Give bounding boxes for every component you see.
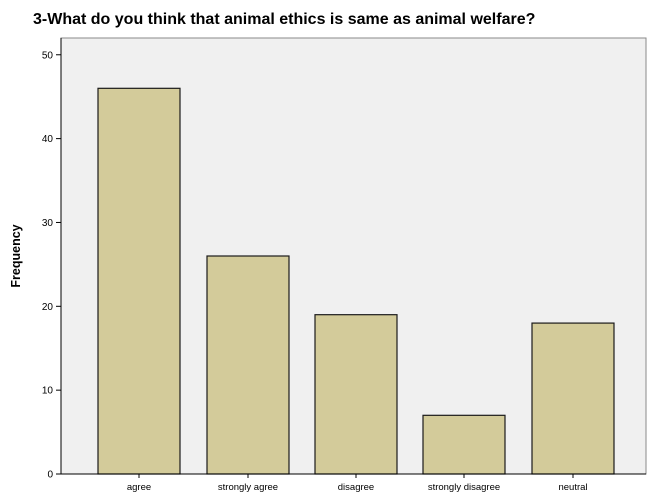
y-tick-label: 20 (42, 302, 54, 313)
y-tick-label: 50 (42, 50, 54, 61)
bars-group (97, 87, 615, 475)
chart-title: 3-What do you think that animal ethics i… (33, 11, 536, 28)
x-tick-label: strongly disagree (428, 482, 500, 493)
y-ticks: 0 10 20 30 40 50 (42, 50, 61, 481)
x-tick-labels: agree strongly agree disagree strongly disa… (127, 474, 588, 493)
bar-agree (97, 87, 181, 475)
bar-strongly-agree (206, 255, 290, 475)
bar-strongly-disagree (422, 414, 506, 475)
y-tick-label: 0 (47, 470, 53, 481)
x-tick-label: strongly agree (218, 482, 278, 493)
bar-neutral (531, 322, 615, 475)
y-tick-label: 30 (42, 218, 54, 229)
bar-disagree (314, 314, 398, 475)
y-axis-title: Frequency (9, 224, 23, 287)
axis-group (60, 38, 646, 475)
x-tick-label: neutral (558, 482, 587, 493)
y-tick-label: 10 (42, 386, 54, 397)
x-tick-label: agree (127, 482, 151, 493)
y-tick-label: 40 (42, 134, 54, 145)
x-tick-label: disagree (338, 482, 374, 493)
